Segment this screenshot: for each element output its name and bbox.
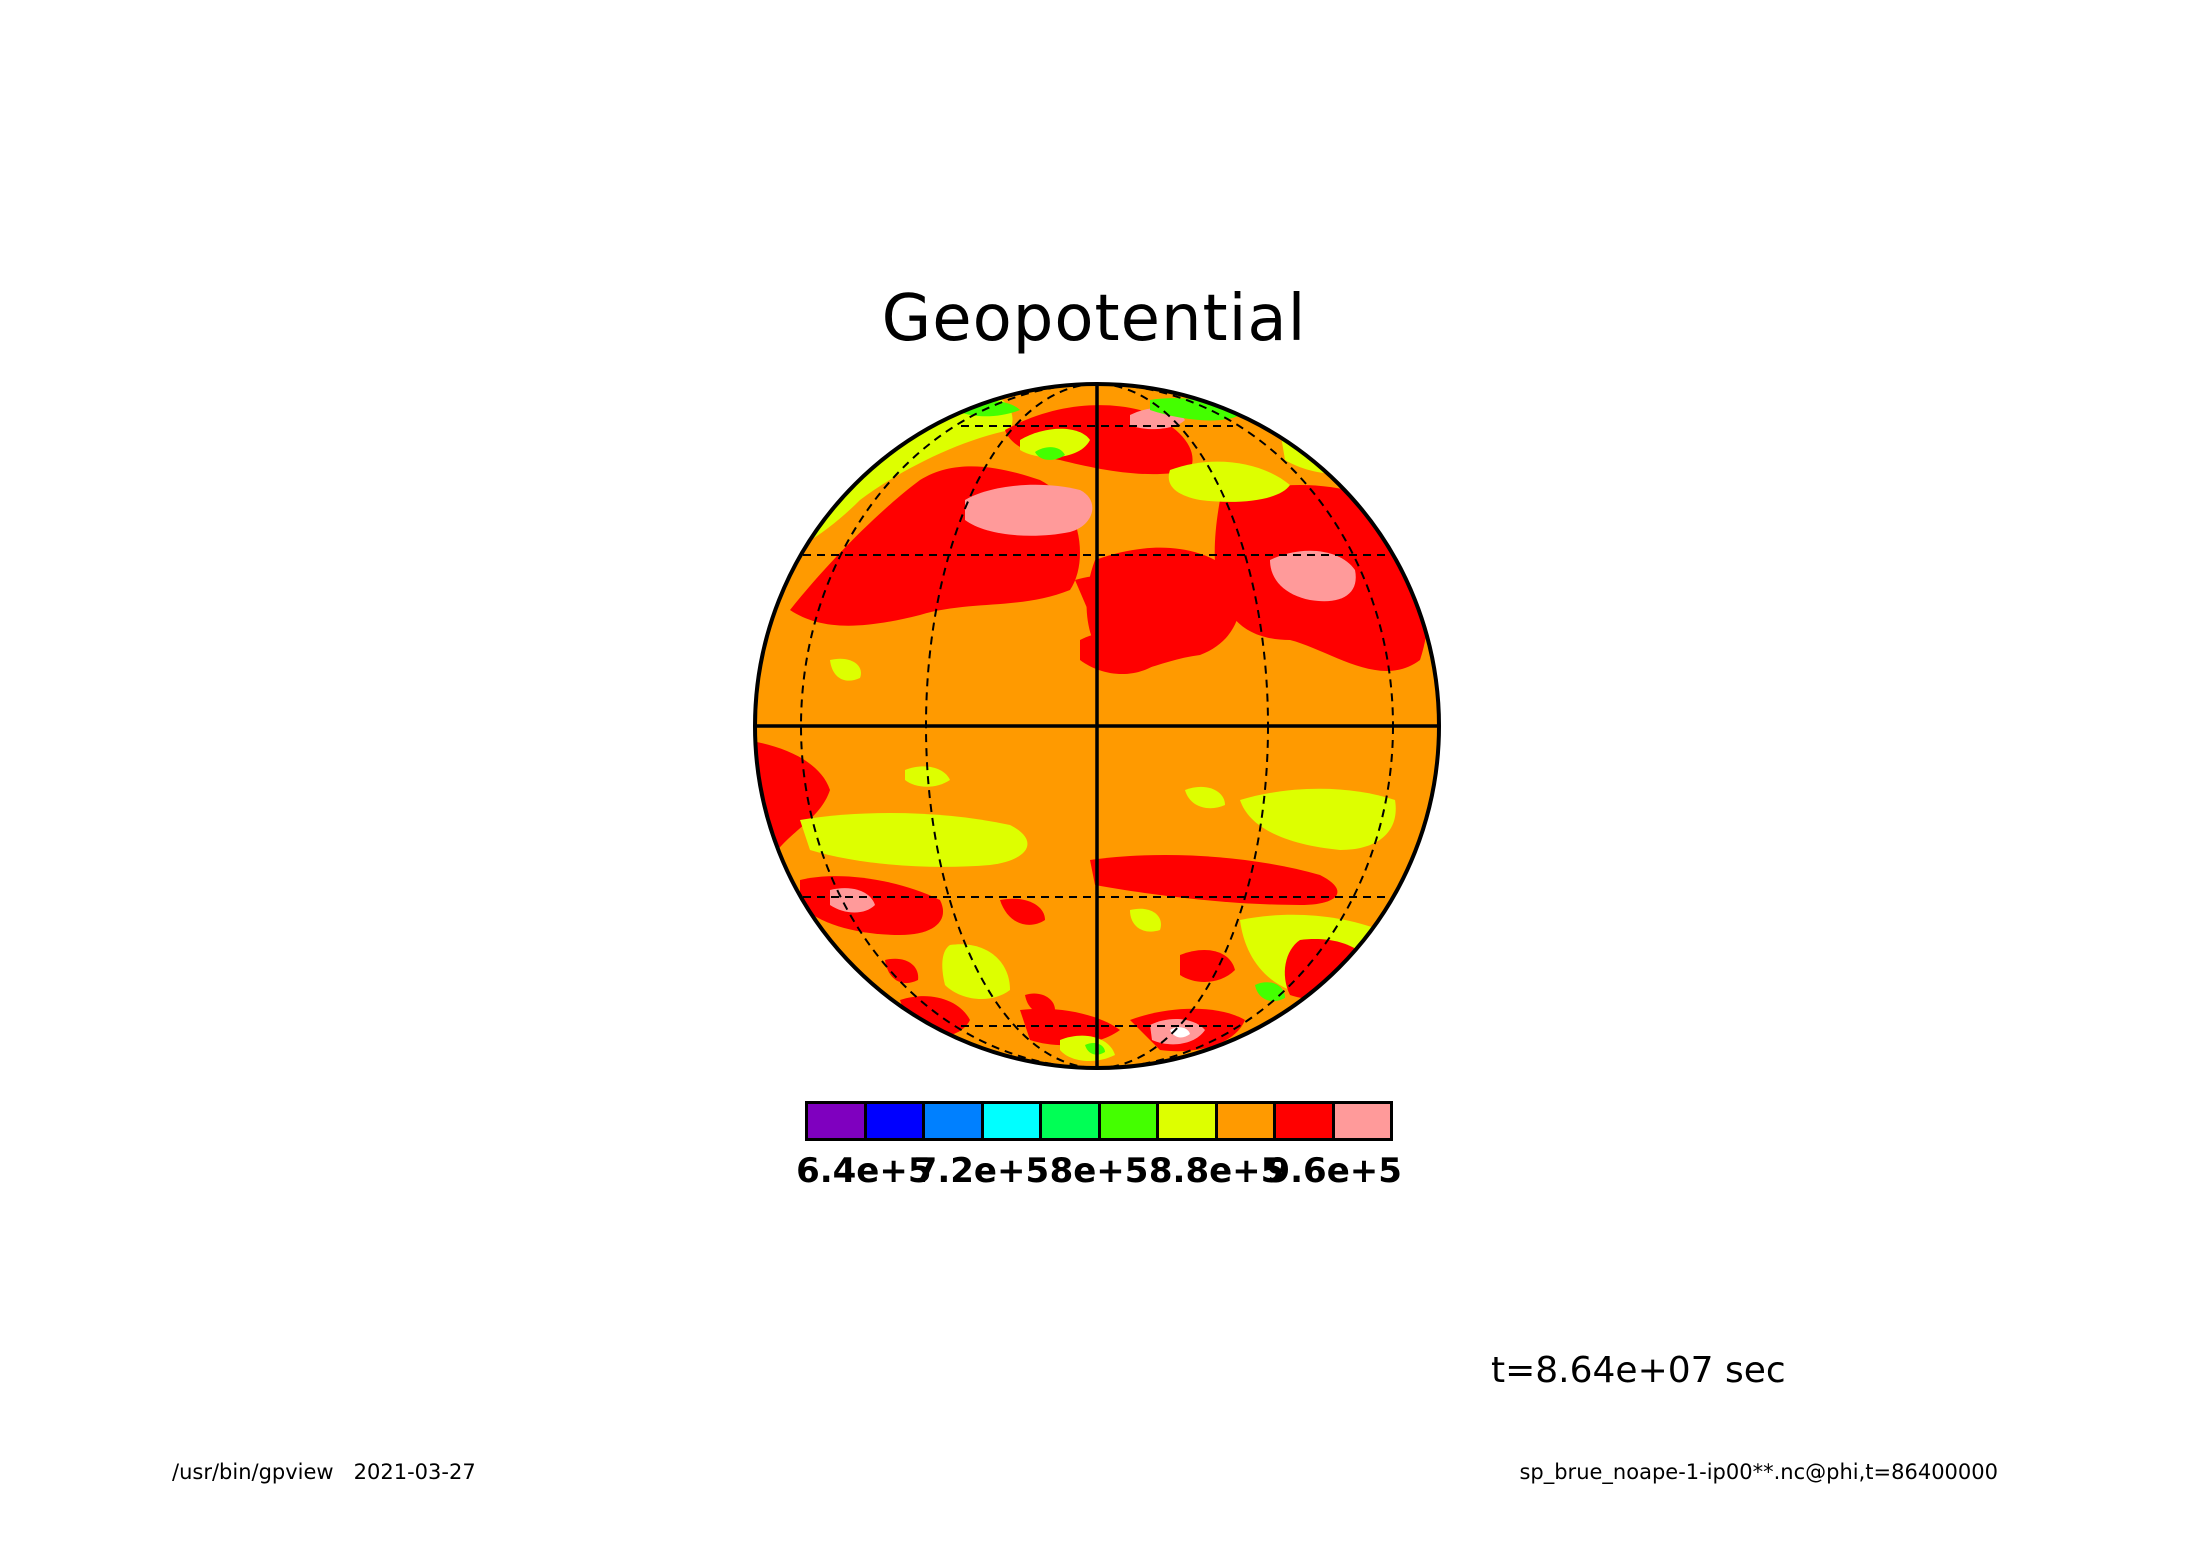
field-region-yellow (1130, 908, 1161, 932)
colorbar (805, 1101, 1393, 1141)
colorbar-cell (1276, 1104, 1335, 1138)
field-region-red (1000, 898, 1045, 925)
field-region-yellow (1185, 786, 1225, 809)
field-region-green (1255, 982, 1285, 1002)
footer-program: /usr/bin/gpview (172, 1460, 334, 1484)
colorbar-cell (808, 1104, 867, 1138)
field-region-red (1090, 855, 1338, 905)
colorbar-tick-label: 7.2e+5 (913, 1151, 1050, 1191)
chart-title: Geopotential (881, 282, 1307, 356)
field-region-yellow (1168, 461, 1290, 502)
graticule-main (755, 384, 1439, 1068)
field-region-red (1284, 939, 1375, 1000)
field-region-red (1020, 1008, 1120, 1046)
footer-source: sp_brue_noape-1-ip00**.nc@phi,t=86400000 (1519, 1460, 1998, 1484)
field-region-yellow (1240, 788, 1396, 850)
field-region-red (1025, 993, 1055, 1014)
time-label: t=8.64e+07 sec (1491, 1350, 1786, 1391)
colorbar-cell (983, 1104, 1042, 1138)
colorbar-cell (1159, 1104, 1218, 1138)
colorbar-cell (1217, 1104, 1276, 1138)
field-region-yellow (942, 944, 1010, 1000)
colorbar-cell (866, 1104, 925, 1138)
field-region-green (1150, 398, 1240, 421)
globe-outline (753, 382, 1441, 1070)
field-region-pink (965, 484, 1093, 536)
globe-field (755, 384, 1439, 1068)
field-region-green (1035, 447, 1065, 460)
field-region-pink (830, 888, 875, 913)
footer-program-date: /usr/bin/gpview 2021-03-27 (172, 1460, 476, 1484)
colorbar-tick-label: 6.4e+5 (796, 1151, 932, 1191)
field-region-yellow (830, 658, 861, 681)
colorbar-tick-label: 8.8e+5 (1148, 1151, 1285, 1191)
colorbar-tick-label: 9.6e+5 (1266, 1151, 1402, 1191)
field-region-yellow (1020, 428, 1090, 458)
field-region-yellow (830, 1006, 882, 1039)
field-region-red (885, 958, 919, 984)
colorbar-cell (1334, 1104, 1390, 1138)
colorbar-cell (1100, 1104, 1159, 1138)
field-base-level (755, 384, 1439, 1068)
footer-date: 2021-03-27 (353, 1460, 476, 1484)
colorbar-tick-label: 8e+5 (1049, 1151, 1149, 1191)
field-region-red (1180, 950, 1235, 982)
field-region-pink (1270, 550, 1356, 602)
field-region-green (1085, 1042, 1105, 1055)
colorbar-cell (1042, 1104, 1101, 1138)
colorbar-cell (925, 1104, 984, 1138)
field-region-yellow (800, 813, 1028, 867)
